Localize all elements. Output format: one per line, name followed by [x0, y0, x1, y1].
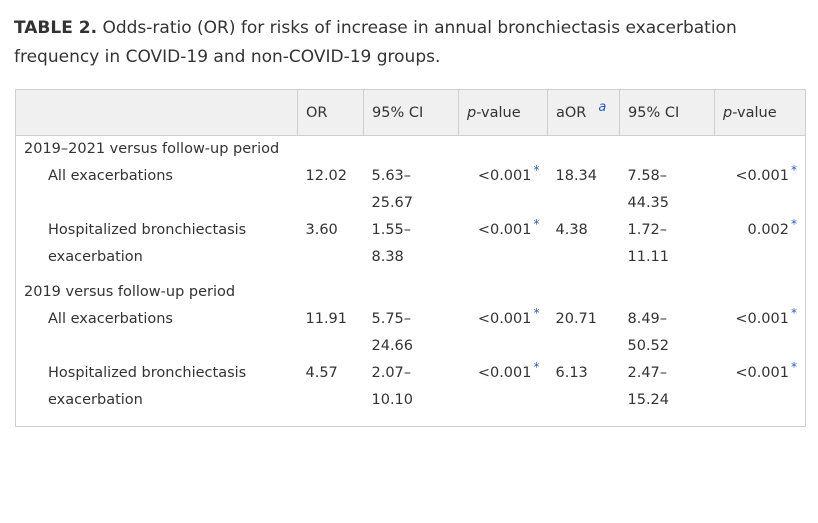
or-value: 4.57 — [305, 365, 338, 381]
ci-low: 2.07– — [371, 365, 412, 381]
p-value: <0.001 * — [459, 217, 548, 271]
footnote-a-link[interactable]: a — [598, 99, 607, 115]
significance-marker[interactable]: * — [791, 360, 797, 375]
header-adjusted-p-italic: p — [723, 104, 733, 121]
ci-value: 5.75– 24.66 — [364, 306, 459, 360]
row-label: Hospitalized bronchiectasis exacerbation — [16, 217, 298, 271]
table-caption: TABLE 2. Odds-ratio (OR) for risks of in… — [14, 14, 794, 72]
p-value: <0.001 * — [459, 360, 548, 427]
adjusted-ci-low: 8.49– — [627, 311, 668, 327]
table-row: Hospitalized bronchiectasis exacerbation … — [16, 360, 806, 427]
adjusted-p-value-text: <0.001 — [735, 311, 789, 327]
ci-high: 25.67 — [371, 195, 414, 211]
p-value: <0.001 * — [459, 163, 548, 217]
ci-high: 8.38 — [371, 249, 404, 265]
ci-value: 2.07– 10.10 — [364, 360, 459, 427]
adjusted-p-value-text: <0.001 — [735, 168, 789, 184]
significance-marker[interactable]: * — [791, 163, 797, 178]
table-row: All exacerbations 12.02 5.63– 25.67 <0.00… — [16, 163, 806, 217]
aor-value: 18.34 — [555, 168, 598, 184]
ci-high: 10.10 — [371, 392, 414, 408]
significance-marker[interactable]: * — [791, 217, 797, 232]
header-p-value: p-value — [458, 89, 548, 136]
row-label-line: exacerbation — [48, 249, 143, 265]
or-value: 3.60 — [305, 222, 338, 238]
or-value: 12.02 — [305, 168, 348, 184]
adjusted-p-value: <0.001 * — [715, 306, 806, 360]
row-label-line: exacerbation — [48, 392, 143, 408]
ci-value: 1.55– 8.38 — [364, 217, 459, 271]
ci-value: 5.63– 25.67 — [364, 163, 459, 217]
adjusted-p-value: <0.001 * — [715, 163, 806, 217]
significance-marker[interactable]: * — [533, 306, 540, 321]
ci-low: 5.63– — [371, 168, 412, 184]
group-label: 2019 versus follow-up period — [24, 284, 236, 300]
adjusted-ci-high: 44.35 — [627, 195, 670, 211]
table-row: Hospitalized bronchiectasis exacerbation … — [16, 217, 806, 271]
header-adjusted-p-rest: -value — [732, 104, 777, 121]
odds-ratio-table: OR 95% CI p-value aOR a 95% CI p-value 20… — [15, 89, 806, 427]
p-value-text: <0.001 — [477, 365, 532, 381]
adjusted-ci-high: 15.24 — [627, 392, 670, 408]
header-or: OR — [297, 89, 364, 136]
adjusted-ci-high: 11.11 — [627, 249, 670, 265]
adjusted-p-value: 0.002 * — [715, 217, 806, 271]
row-label: All exacerbations — [48, 311, 173, 327]
adjusted-ci-value: 7.58– 44.35 — [620, 163, 715, 217]
ci-high: 24.66 — [371, 338, 414, 354]
ci-low: 5.75– — [371, 311, 412, 327]
adjusted-p-value: <0.001 * — [715, 360, 806, 427]
header-blank — [15, 89, 298, 136]
aor-value: 6.13 — [555, 365, 588, 381]
adjusted-ci-value: 1.72– 11.11 — [620, 217, 715, 271]
adjusted-p-value-text: 0.002 — [747, 222, 789, 238]
header-p-italic: p — [467, 104, 477, 121]
header-ci: 95% CI — [363, 89, 459, 136]
significance-marker[interactable]: * — [533, 217, 540, 232]
adjusted-ci-value: 2.47– 15.24 — [620, 360, 715, 427]
table-header-row: OR 95% CI p-value aOR a 95% CI p-value — [15, 89, 806, 136]
significance-marker[interactable]: * — [791, 306, 797, 321]
header-adjusted-p-value: p-value — [714, 89, 806, 136]
group-row: 2019 versus follow-up period — [16, 271, 806, 306]
adjusted-ci-low: 7.58– — [627, 168, 668, 184]
header-aor-label: aOR — [556, 104, 587, 121]
aor-value: 20.71 — [555, 311, 598, 327]
adjusted-ci-low: 1.72– — [627, 222, 668, 238]
row-label: All exacerbations — [48, 168, 173, 184]
or-value: 11.91 — [305, 311, 348, 327]
significance-marker[interactable]: * — [533, 163, 540, 178]
p-value: <0.001 * — [459, 306, 548, 360]
table-row: All exacerbations 11.91 5.75– 24.66 <0.00… — [16, 306, 806, 360]
row-label: Hospitalized bronchiectasis exacerbation — [16, 360, 298, 427]
adjusted-p-value-text: <0.001 — [735, 365, 789, 381]
table-caption-text: Odds-ratio (OR) for risks of increase in… — [14, 18, 737, 67]
group-row: 2019–2021 versus follow-up period — [16, 136, 806, 164]
adjusted-ci-low: 2.47– — [627, 365, 668, 381]
significance-marker[interactable]: * — [533, 360, 540, 375]
row-label-line: Hospitalized bronchiectasis — [48, 365, 247, 381]
header-p-rest: -value — [476, 104, 521, 121]
adjusted-ci-value: 8.49– 50.52 — [620, 306, 715, 360]
p-value-text: <0.001 — [477, 168, 532, 184]
p-value-text: <0.001 — [477, 311, 532, 327]
ci-low: 1.55– — [371, 222, 412, 238]
row-label-line: Hospitalized bronchiectasis — [48, 222, 247, 238]
group-label: 2019–2021 versus follow-up period — [24, 141, 280, 157]
header-adjusted-ci: 95% CI — [619, 89, 715, 136]
aor-value: 4.38 — [555, 222, 588, 238]
adjusted-ci-high: 50.52 — [627, 338, 670, 354]
table-caption-label: TABLE 2. — [14, 18, 98, 38]
header-aor: aOR a — [547, 89, 620, 136]
p-value-text: <0.001 — [477, 222, 532, 238]
